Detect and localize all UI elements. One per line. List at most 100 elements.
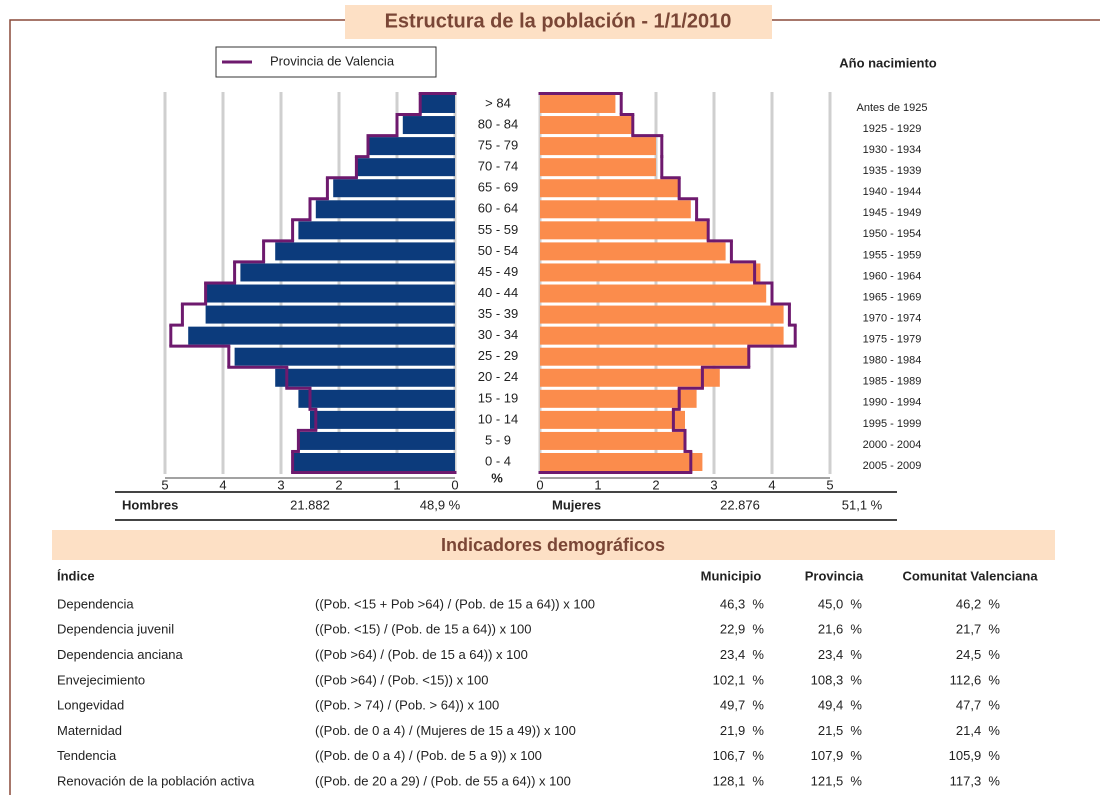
bar [356,158,455,177]
table-cell: 106,7 % [713,748,765,763]
bar [540,389,697,408]
bar [540,94,616,113]
bar [540,368,720,387]
age-label: 55 - 59 [478,222,518,237]
table-cell: ((Pob >64) / (Pob. <15)) x 100 [315,672,488,687]
age-label: 15 - 19 [478,390,518,405]
table-cell: ((Pob. de 0 a 4) / (Mujeres de 15 a 49))… [315,723,576,738]
birth-year-label: 1970 - 1974 [863,312,922,324]
table-cell: Renovación de la población activa [57,774,255,789]
birth-year-label: 1925 - 1929 [863,123,922,135]
table-cell: ((Pob. <15 + Pob >64) / (Pob. de 15 a 64… [315,596,595,611]
table-cell: 117,3 % [950,774,1001,789]
bar [540,453,703,471]
birth-year-label: 1935 - 1939 [863,165,922,177]
legend-label: Provincia de Valencia [270,53,395,68]
age-label: 30 - 34 [478,327,518,342]
table-cell: 21,5 % [818,723,863,738]
bar [240,263,455,282]
bar [540,116,633,135]
x-tick-label: 2 [652,477,659,492]
chart-title: Estructura de la población - 1/1/2010 [385,10,732,32]
birth-year-label: 1945 - 1949 [863,207,922,219]
title-box [345,5,772,39]
x-tick-label: 0 [536,477,543,492]
x-tick-label: 0 [451,477,458,492]
age-label: 25 - 29 [478,348,518,363]
bar [540,179,680,198]
birth-year-label: 1985 - 1989 [863,376,922,388]
birth-year-label: 1990 - 1994 [863,397,922,409]
table-cell: 49,7 % [720,698,765,713]
bar [298,221,455,240]
table-cell: Longevidad [57,698,124,713]
table-cell: 24,5 % [956,647,1001,662]
summary-women: Mujeres [552,497,601,512]
table-cell: 128,1 % [713,774,765,789]
table-cell: 23,4 % [818,647,863,662]
bar [310,410,455,429]
x-tick-label: 3 [277,477,284,492]
table-header: Municipio [701,568,762,583]
bar [275,242,455,261]
bar [315,200,455,219]
bar [540,347,749,366]
table-cell: 21,9 % [720,723,765,738]
table-cell: 46,2 % [956,596,1001,611]
bar [540,410,685,429]
bar [205,284,455,303]
table-cell: 47,7 % [956,698,1001,713]
table-cell: ((Pob. > 74) / (Pob. > 64)) x 100 [315,698,499,713]
birth-year-label: 1940 - 1944 [863,186,922,198]
age-label: 60 - 64 [478,201,518,216]
bar [420,94,455,113]
bar [540,242,726,261]
birth-year-label: 1980 - 1984 [863,355,922,367]
birth-year-label: 2000 - 2004 [863,439,922,451]
birth-year-label: 1975 - 1979 [863,334,922,346]
bar [540,431,685,450]
age-label: 80 - 84 [478,116,518,131]
x-tick-label: 5 [161,477,168,492]
table-header: Índice [57,568,95,583]
bar [275,368,455,387]
table-cell: ((Pob. de 20 a 29) / (Pob. de 55 a 64)) … [315,774,571,789]
bar [333,179,455,198]
x-tick-label: 4 [768,477,775,492]
birth-year-label: 1930 - 1934 [863,144,922,156]
bar [540,137,656,156]
table-cell: 49,4 % [818,698,863,713]
summary-women-pct: 51,1 % [842,497,883,512]
table-cell: 121,5 % [811,774,863,789]
table-header: Comunitat Valenciana [902,568,1038,583]
summary-men: Hombres [122,497,178,512]
x-tick-label: 2 [335,477,342,492]
bar [540,221,709,240]
bar [234,347,455,366]
birth-year-label: 1955 - 1959 [863,249,922,261]
age-label: 35 - 39 [478,306,518,321]
age-label: 65 - 69 [478,180,518,195]
table-cell: 107,9 % [811,748,863,763]
right-axis-title: Año nacimiento [839,55,937,70]
bar [368,137,455,156]
age-label: 10 - 14 [478,411,518,426]
bar [540,158,656,177]
bar [540,263,761,282]
table-cell: 102,1 % [713,672,765,687]
frame [9,19,1100,795]
table-cell: Dependencia [57,596,134,611]
bar [540,200,691,219]
x-tick-label: 4 [219,477,226,492]
age-label: 40 - 44 [478,285,518,300]
bar [205,305,455,324]
x-tick-label: 5 [826,477,833,492]
x-axis-label: % [491,470,503,485]
summary-men-pct: 48,9 % [420,497,461,512]
age-label: 70 - 74 [478,159,518,174]
summary-women-count: 22.876 [720,497,760,512]
birth-year-label: 1950 - 1954 [863,228,922,240]
bar [540,326,784,345]
table-cell: Dependencia juvenil [57,622,174,637]
